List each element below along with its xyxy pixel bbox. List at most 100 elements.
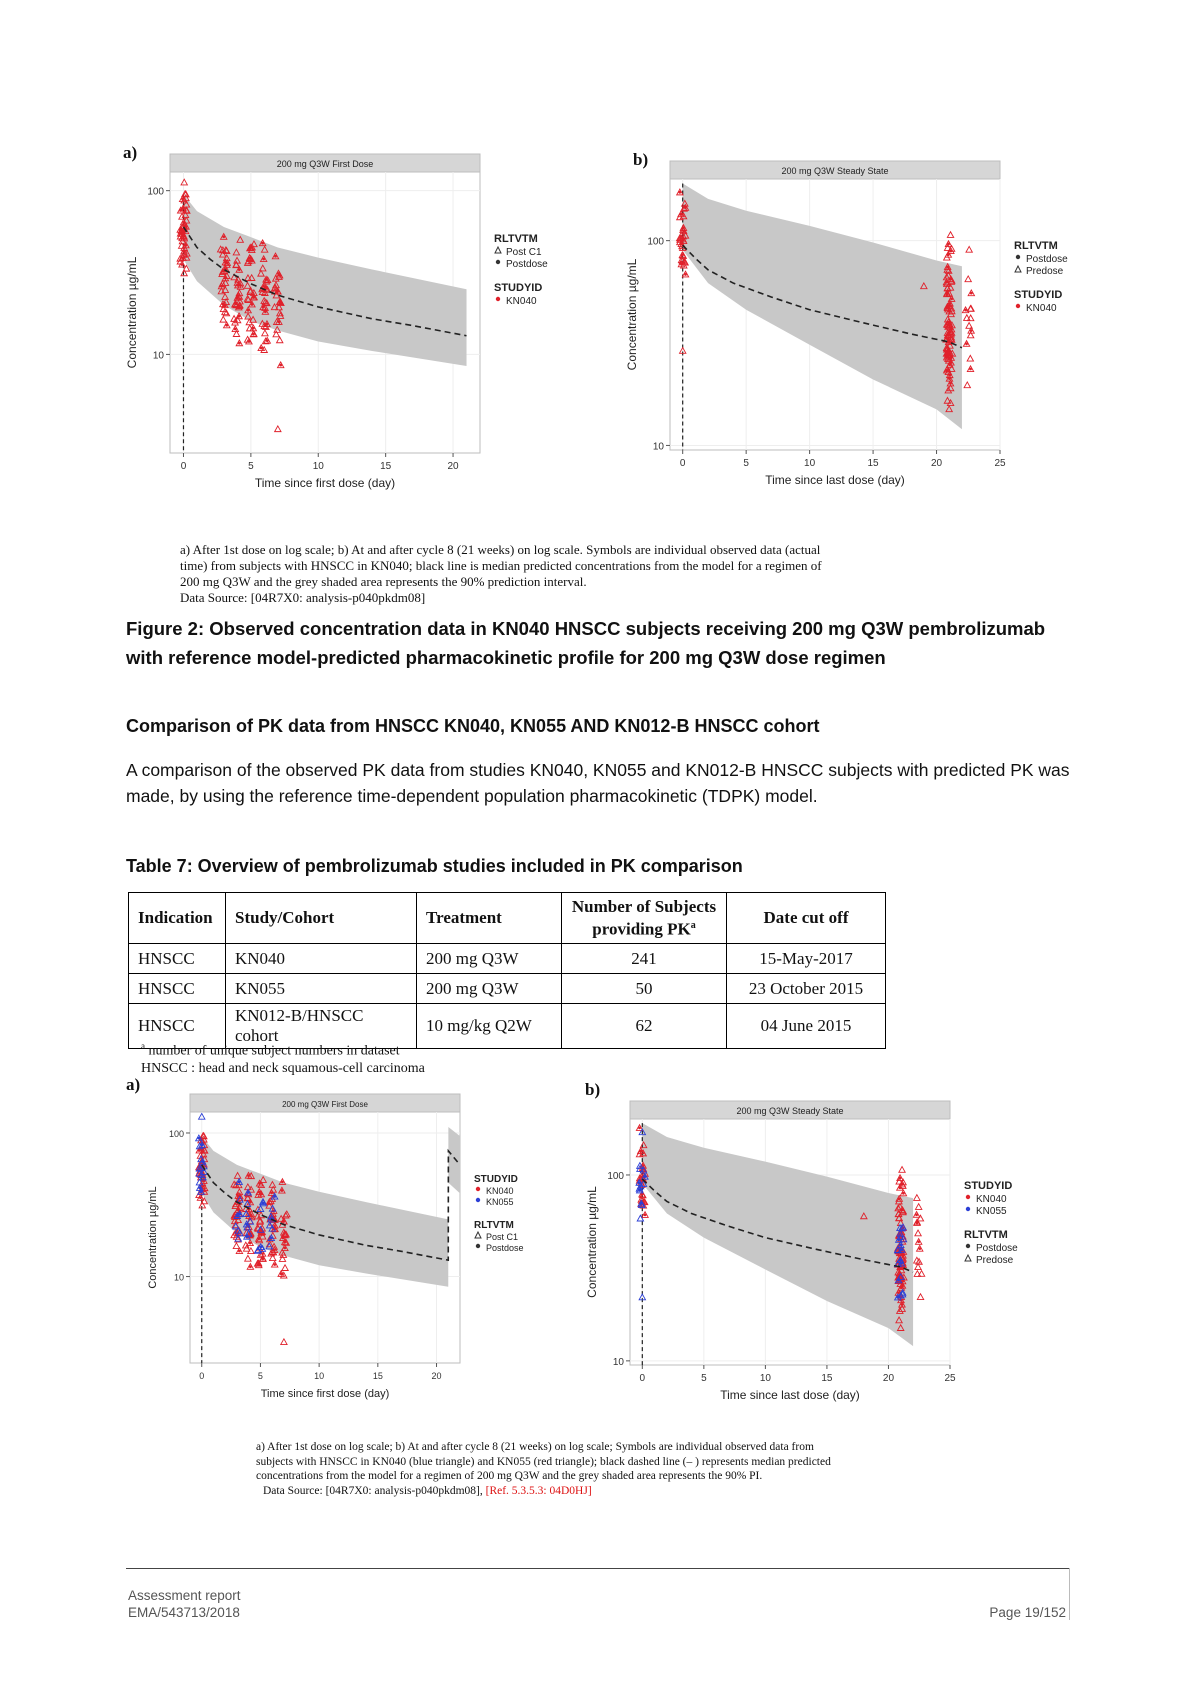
observed-point (200, 1197, 209, 1205)
observed-point (232, 248, 241, 256)
observed-point (246, 1238, 255, 1247)
table7-footnote1: a number of unique subject numbers in da… (141, 1038, 741, 1060)
observed-point (896, 1173, 905, 1181)
legend-key-triangle (964, 1253, 972, 1262)
table-cell: KN055 (225, 973, 417, 1004)
observed-point (199, 1176, 208, 1184)
observed-point-dot (269, 1236, 273, 1240)
table7-title: Table 7: Overview of pembrolizumab studi… (126, 856, 743, 876)
observed-point-dot (199, 1190, 203, 1194)
observed-point (943, 302, 952, 310)
x-tick-label: 25 (944, 1373, 956, 1384)
observed-point-dot (965, 342, 968, 346)
legend-item-label: Postdose (506, 259, 548, 270)
observed-point (274, 303, 283, 311)
observed-point (280, 1231, 289, 1239)
observed-point-dot (199, 1196, 202, 1200)
observed-point (260, 329, 269, 337)
observed-point (236, 235, 245, 243)
observed-point (221, 292, 230, 300)
observed-point (280, 1243, 289, 1252)
observed-point (260, 345, 269, 353)
observed-point (280, 1229, 289, 1237)
observed-point-dot (237, 314, 241, 318)
observed-point (244, 295, 253, 303)
observed-point (898, 1165, 906, 1173)
observed-point (200, 1167, 208, 1175)
x-tick-label: 10 (314, 1371, 324, 1381)
observed-point (195, 1142, 204, 1150)
observed-point (270, 1225, 279, 1233)
observed-point (677, 255, 686, 264)
observed-point-dot (245, 1222, 249, 1226)
observed-point-dot (252, 332, 255, 336)
observed-point-dot (238, 1212, 242, 1216)
observed-point (180, 247, 188, 255)
y-tick-label: 100 (169, 1129, 184, 1139)
observed-point-dot (945, 369, 949, 372)
observed-point (247, 273, 256, 281)
observed-point-dot (969, 367, 972, 371)
observed-point (678, 235, 687, 243)
observed-point (218, 250, 227, 258)
legend-item-label: Postdose (976, 1243, 1018, 1254)
observed-point (247, 1171, 256, 1180)
observed-point (944, 354, 952, 362)
observed-point-dot (902, 1191, 905, 1195)
figure3a-svg: 200 mg Q3W First Dose 0 5 10 15 20 10 100 Time s… (147, 1093, 524, 1400)
observed-point-dot (639, 1201, 643, 1205)
header-subjects-line2: providing PK (592, 919, 691, 939)
observed-point (261, 307, 270, 315)
observed-point-dot (261, 241, 265, 245)
observed-point (230, 273, 239, 281)
figure2-data-source: Data Source: [04R7X0: analysis-p040pkdm0… (180, 590, 426, 605)
observed-point (965, 245, 974, 253)
legend-item-label: Predose (1026, 266, 1064, 277)
observed-point (913, 1218, 921, 1226)
observed-point (638, 1127, 647, 1136)
y-axis-label: Concentration µg/mL (147, 1186, 159, 1288)
observed-point (635, 1161, 644, 1169)
observed-point-dot (898, 1186, 902, 1190)
observed-point-dot (181, 207, 185, 210)
observed-point (967, 289, 976, 297)
observed-point (181, 210, 190, 219)
observed-point (265, 1221, 274, 1229)
observed-point (199, 1132, 208, 1140)
observed-point (180, 178, 189, 186)
observed-point-dot (225, 323, 229, 327)
prediction-interval-band (682, 183, 962, 430)
observed-point (197, 1170, 206, 1179)
observed-point-dot (964, 308, 967, 312)
observed-point (896, 1202, 904, 1210)
observed-point (919, 281, 928, 290)
y-tick-label: 10 (653, 441, 665, 452)
observed-point (253, 1259, 262, 1267)
header-indication: Indication (128, 892, 226, 944)
observed-point (278, 1254, 287, 1262)
observed-point (244, 1229, 253, 1237)
figure2-caption-line1: a) After 1st dose on log scale; b) At an… (180, 542, 821, 557)
observed-point (262, 298, 271, 307)
observed-point (271, 252, 280, 260)
observed-point-dot (237, 294, 240, 298)
observed-point (944, 239, 953, 247)
observed-point (894, 1209, 903, 1218)
observed-point (915, 1244, 924, 1252)
x-tick-label: 20 (447, 461, 459, 472)
observed-point (235, 1229, 244, 1237)
observed-point (638, 1293, 647, 1301)
observed-point-dot (896, 1291, 900, 1295)
figure3b-svg: 200 mg Q3W Steady State 0 5 10 15 20 25 10 100 Ti… (585, 1100, 1018, 1402)
observed-point (639, 1166, 648, 1174)
observed-point-dot (235, 1214, 239, 1218)
observed-point (195, 1178, 204, 1186)
observed-point-dot (251, 326, 255, 330)
observed-point (966, 331, 975, 339)
observed-point (681, 258, 690, 266)
table-cell: 62 (561, 1003, 727, 1049)
observed-point (639, 1179, 648, 1187)
observed-point (635, 1184, 644, 1192)
observed-point (249, 329, 258, 337)
observed-point (945, 299, 954, 307)
